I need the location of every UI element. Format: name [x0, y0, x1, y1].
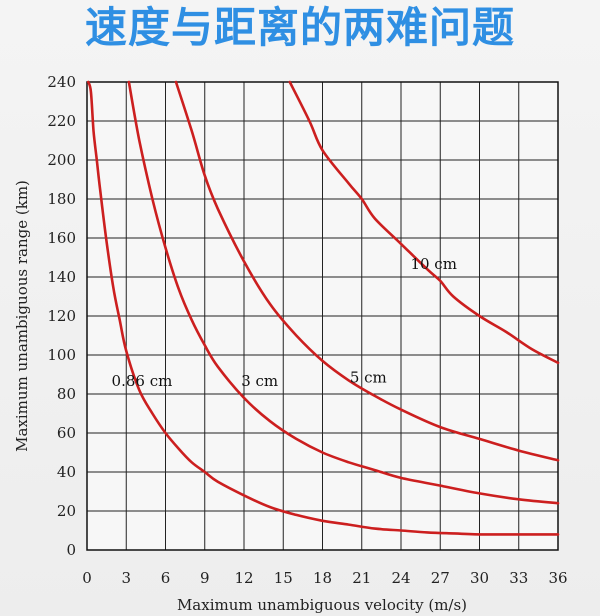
- y-tick-label: 240: [47, 73, 76, 91]
- y-tick-label: 0: [66, 541, 76, 559]
- x-tick-label: 12: [234, 569, 253, 587]
- y-tick-label: 20: [57, 502, 76, 520]
- series-label: 3 cm: [241, 372, 278, 390]
- page-title: 速度与距离的两难问题: [84, 3, 515, 52]
- y-tick-label: 200: [47, 151, 76, 169]
- series-label: 0.86 cm: [112, 372, 173, 390]
- y-axis-label: Maximum unambiguous range (km): [13, 180, 31, 452]
- y-tick-label: 180: [47, 190, 76, 208]
- series-line-5-cm: [174, 80, 560, 462]
- x-tick-label: 30: [470, 569, 489, 587]
- series-lines: [87, 80, 560, 536]
- y-tick-label: 220: [47, 112, 76, 130]
- x-tick-label: 24: [391, 569, 410, 587]
- y-tick-label: 100: [47, 346, 76, 364]
- x-tick-label: 0: [82, 569, 92, 587]
- y-axis-ticks: 0 20 40 60 80 100 120 140 160 180 200 220 240: [47, 73, 76, 559]
- x-tick-label: 6: [161, 569, 171, 587]
- plot-frame: [86, 81, 559, 551]
- x-axis-label: Maximum unambiguous velocity (m/s): [177, 596, 467, 614]
- y-tick-label: 60: [57, 424, 76, 442]
- x-tick-label: 3: [121, 569, 131, 587]
- x-tick-label: 36: [548, 569, 567, 587]
- series-label: 5 cm: [350, 368, 387, 386]
- range-velocity-chart: 0 3 6 9 12 15 18 21 24 27 30 33 36 02040608010012014…: [13, 73, 568, 614]
- y-tick-label: 140: [47, 268, 76, 286]
- y-tick-label: 160: [47, 229, 76, 247]
- series-line-0-86-cm: [87, 80, 560, 536]
- x-tick-label: 21: [352, 569, 371, 587]
- y-tick-label: 120: [47, 307, 76, 325]
- x-tick-label: 15: [274, 569, 293, 587]
- y-tick-label: 80: [57, 385, 76, 403]
- x-tick-label: 27: [431, 569, 450, 587]
- x-tick-label: 9: [200, 569, 210, 587]
- series-line-10-cm: [288, 80, 560, 365]
- x-tick-label: 33: [509, 569, 528, 587]
- y-tick-label: 40: [57, 463, 76, 481]
- x-axis-ticks: 0 3 6 9 12 15 18 21 24 27 30 33 36: [82, 569, 567, 587]
- x-tick-label: 18: [313, 569, 332, 587]
- series-label: 10 cm: [410, 255, 456, 273]
- series-line-3-cm: [127, 80, 560, 505]
- series-labels: 0.86 cm 3 cm 5 cm 10 cm: [112, 255, 457, 390]
